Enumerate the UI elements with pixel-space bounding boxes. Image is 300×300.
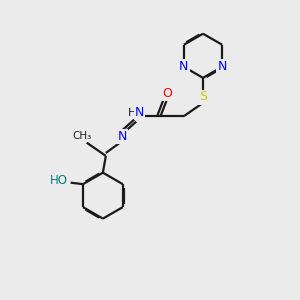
Text: N: N	[218, 60, 227, 73]
Text: HO: HO	[50, 174, 68, 187]
Text: O: O	[162, 87, 172, 100]
Text: S: S	[199, 91, 207, 103]
Text: CH₃: CH₃	[73, 131, 92, 141]
Text: N: N	[117, 130, 127, 143]
Text: N: N	[135, 106, 144, 119]
Text: H: H	[128, 108, 136, 118]
Text: N: N	[179, 60, 189, 73]
